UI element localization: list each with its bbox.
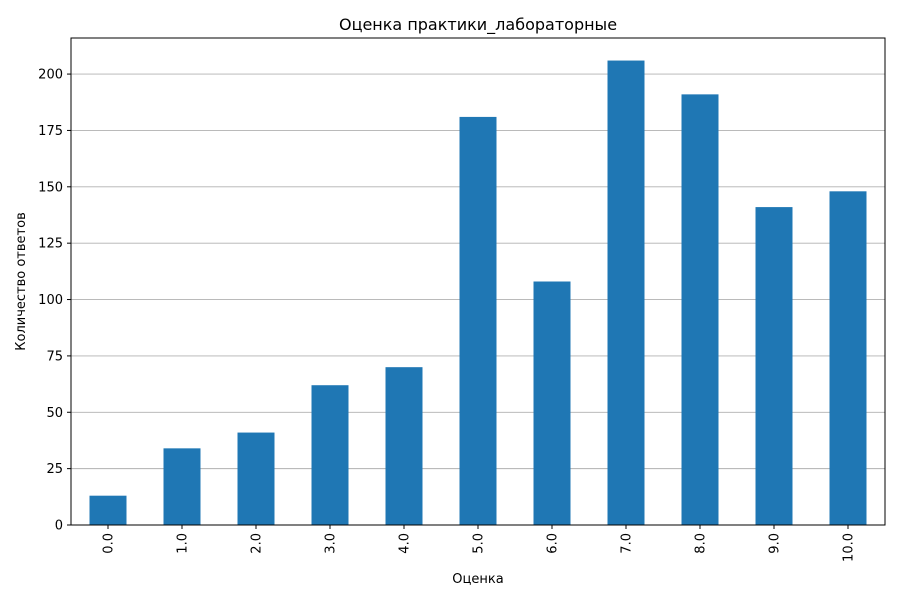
y-tick-label: 25 (46, 462, 63, 477)
chart-title: Оценка практики_лабораторные (339, 15, 617, 35)
x-tick-label: 7.0 (620, 533, 635, 554)
x-tick-label: 6.0 (546, 533, 561, 554)
bar (163, 448, 201, 525)
bar (459, 116, 497, 525)
x-tick-label: 10.0 (842, 533, 857, 562)
y-tick-label: 200 (38, 68, 63, 83)
y-tick-label: 150 (38, 180, 63, 195)
bar (237, 432, 275, 525)
y-tick-label: 75 (46, 349, 63, 364)
bar (681, 94, 719, 526)
x-axis-ticks: 0.0 1.0 2.0 3.0 4.0 5.0 6.0 7.0 8.0 9.0 10.0 (102, 525, 857, 562)
x-axis-label: Оценка (452, 572, 503, 587)
bar (89, 495, 127, 525)
y-tick-label: 125 (38, 237, 63, 252)
x-tick-label: 4.0 (398, 533, 413, 554)
x-tick-label: 9.0 (768, 533, 783, 554)
y-axis-ticks: 0 25 50 75 100 125 150 175 200 (38, 68, 71, 534)
x-tick-label: 1.0 (176, 533, 191, 554)
bar (607, 60, 645, 525)
bar (311, 385, 349, 525)
x-tick-label: 8.0 (694, 533, 709, 554)
x-tick-label: 2.0 (250, 533, 265, 554)
x-tick-label: 0.0 (102, 533, 117, 554)
y-tick-label: 50 (46, 406, 63, 421)
y-tick-label: 0 (55, 519, 63, 534)
y-tick-label: 175 (38, 124, 63, 139)
y-tick-label: 100 (38, 293, 63, 308)
y-axis-label: Количество ответов (14, 212, 29, 350)
bar (829, 191, 867, 525)
x-tick-label: 5.0 (472, 533, 487, 554)
bar (755, 207, 793, 525)
bar (533, 281, 571, 525)
x-tick-label: 3.0 (324, 533, 339, 554)
bars (89, 60, 867, 526)
bar (385, 367, 423, 525)
